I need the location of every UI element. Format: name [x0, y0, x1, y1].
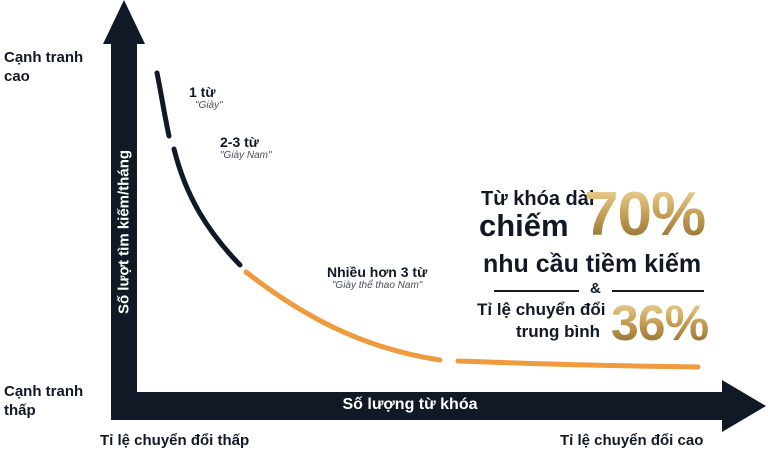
x-axis-label: Số lượng từ khóa: [342, 396, 478, 413]
annotation-example: "Giày Nam": [220, 150, 272, 161]
curve-segment-1-word: [154, 70, 172, 139]
high-conversion-label: Tỉ lệ chuyển đổi cao: [560, 432, 704, 449]
y-axis-arrow: [103, 0, 145, 392]
stat-search-demand-label: nhu cầu tiềm kiếm: [483, 250, 702, 278]
stat-average-label: trung bình: [516, 322, 601, 341]
divider-right: [612, 290, 704, 292]
stat-account-word: chiếm: [479, 208, 569, 243]
stat-percent-70: 70%: [584, 180, 706, 249]
divider-left: [494, 290, 579, 292]
curve-segment-3plus-words: [243, 269, 443, 363]
annotation-3plus-words: Nhiều hơn 3 từ "Giày thể thao Nam": [327, 264, 427, 291]
y-axis-label: Số lượt tìm kiếm/tháng: [115, 149, 133, 315]
low-competition-label: Cạnh tranh thấp: [4, 383, 84, 419]
annotation-title: 2-3 từ: [220, 134, 259, 150]
low-conversion-label: Tỉ lệ chuyển đổi thấp: [100, 432, 250, 449]
annotation-title: Nhiều hơn 3 từ: [327, 264, 428, 280]
annotation-example: "Giày thể thao Nam": [331, 280, 423, 291]
stat-ampersand: &: [590, 280, 601, 297]
stat-long-keyword-label: Từ khóa dài: [481, 188, 595, 210]
x-axis-arrow: [111, 380, 766, 432]
annotation-2-3-words: 2-3 từ "Giày Nam": [220, 134, 272, 161]
annotation-1-word: 1 từ "Giày": [189, 84, 223, 111]
high-competition-label: Cạnh tranh cao: [4, 49, 84, 85]
stat-percent-36: 36%: [611, 295, 709, 351]
annotation-title: 1 từ: [189, 84, 216, 100]
curve-segment-tail: [455, 358, 701, 370]
annotation-example: "Giày": [195, 100, 223, 111]
stat-conversion-label: Tỉ lệ chuyển đổi: [477, 300, 606, 319]
curve-segment-2-3-words: [171, 146, 243, 268]
